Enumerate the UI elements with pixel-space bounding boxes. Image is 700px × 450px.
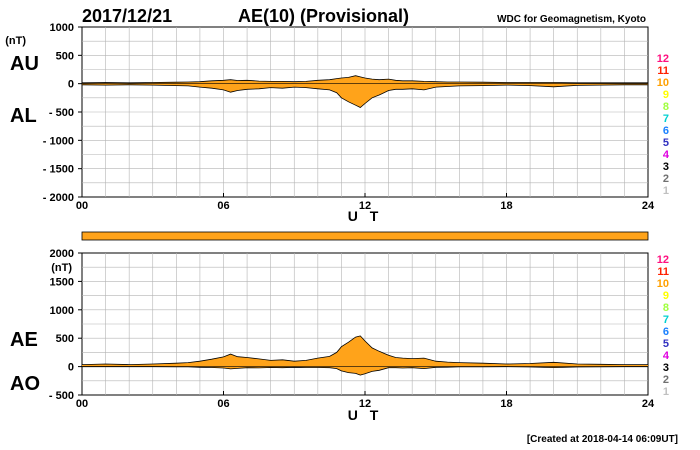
x-tick-label: 00 — [76, 398, 88, 410]
station-legend-7: 7 — [663, 113, 669, 125]
au-series-line — [81, 75, 648, 84]
coverage-bar — [81, 231, 649, 241]
x-tick-label: 18 — [500, 200, 512, 212]
y-tick-label: - 1500 — [43, 164, 74, 176]
y-tick-label: 500 — [56, 50, 74, 62]
au-series-area — [82, 75, 648, 84]
station-legend-5: 5 — [663, 137, 669, 149]
au-al-unit: (nT) — [5, 35, 26, 47]
x-tick-label: 24 — [642, 398, 655, 410]
ao-label: AO — [10, 373, 40, 395]
station-legend-1: 1 — [663, 386, 669, 398]
y-tick-label: 500 — [56, 333, 74, 345]
y-tick-label: - 1000 — [43, 135, 74, 147]
au-al-x-label: U T — [348, 208, 383, 224]
ae-ao-y-axis: 2000 1500 1000 500 0 - 500 — [49, 248, 82, 402]
station-legend-8: 8 — [663, 302, 669, 314]
au-al-grid — [82, 27, 648, 197]
station-legend-7: 7 — [663, 314, 669, 326]
station-legend-3: 3 — [663, 362, 669, 374]
y-tick-label: - 500 — [49, 107, 74, 119]
au-al-x-axis: 00 06 12 18 24 — [76, 193, 655, 212]
station-legend-11: 11 — [657, 65, 669, 77]
station-legend-2: 2 — [663, 374, 669, 386]
station-legend-9: 9 — [663, 290, 669, 302]
station-legend-2: 2 — [663, 173, 669, 185]
station-legend-11: 11 — [657, 266, 669, 278]
station-legend-5: 5 — [663, 338, 669, 350]
date-title: 2017/12/21 — [82, 6, 172, 26]
station-legend-6: 6 — [663, 125, 669, 137]
station-legend-3: 3 — [663, 161, 669, 173]
au-al-y-axis: 1000 500 0 - 500 - 1000 - 1500 - 2000 — [43, 22, 82, 204]
station-legend-6: 6 — [663, 326, 669, 338]
station-legend-8: 8 — [663, 101, 669, 113]
station-legend-1: 1 — [663, 185, 669, 197]
ae-series-line — [81, 335, 648, 366]
x-tick-label: 24 — [642, 200, 655, 212]
y-tick-label: 2000 — [50, 248, 74, 260]
ao-series-area — [82, 366, 648, 376]
al-series-line — [81, 84, 648, 108]
y-tick-label: - 2000 — [43, 192, 74, 204]
y-tick-label: - 500 — [49, 390, 74, 402]
ae-ao-grid — [82, 253, 648, 395]
y-tick-label: 1000 — [50, 305, 74, 317]
au-label: AU — [10, 53, 39, 75]
index-title: AE(10) (Provisional) — [238, 6, 409, 26]
x-tick-label: 06 — [217, 200, 229, 212]
y-tick-label: 1000 — [50, 22, 74, 34]
ae-series-area — [82, 335, 648, 367]
al-label: AL — [10, 105, 37, 127]
ae-ao-x-axis: 00 06 12 18 24 — [76, 391, 655, 410]
station-legend-10: 10 — [657, 278, 669, 290]
ae-ao-series — [81, 335, 648, 376]
x-tick-label: 06 — [217, 398, 229, 410]
x-tick-label: 12 — [359, 398, 371, 410]
station-legend-9: 9 — [663, 89, 669, 101]
y-tick-label: 0 — [68, 362, 74, 374]
x-tick-label: 18 — [500, 398, 512, 410]
y-tick-label: 1500 — [50, 276, 74, 288]
x-tick-label: 12 — [359, 200, 371, 212]
created-timestamp: [Created at 2018-04-14 06:09UT] — [527, 434, 678, 445]
ae-ao-unit: (nT) — [51, 262, 72, 274]
station-legend-4: 4 — [663, 149, 670, 161]
ae-ao-x-label: U T — [348, 407, 383, 423]
y-tick-label: 0 — [68, 79, 74, 91]
station-legend-12: 12 — [657, 53, 669, 65]
station-legend-10: 10 — [657, 77, 669, 89]
station-legend-12: 12 — [657, 254, 669, 266]
au-al-series — [81, 75, 648, 108]
station-legend-4: 4 — [663, 350, 670, 362]
source-label: WDC for Geomagnetism, Kyoto — [497, 14, 646, 25]
ae-label: AE — [10, 329, 38, 351]
x-tick-label: 00 — [76, 200, 88, 212]
